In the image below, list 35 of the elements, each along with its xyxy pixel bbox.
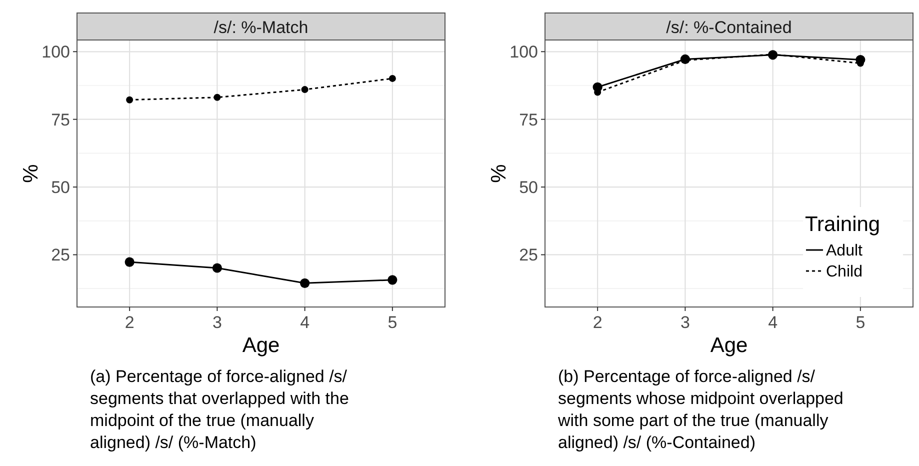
chart-title: /s/: %-Contained — [666, 18, 792, 37]
y-tick-label: 75 — [519, 110, 538, 130]
x-axis-title: Age — [242, 334, 280, 357]
x-tick-label: 3 — [680, 313, 690, 332]
x-tick-label: 2 — [124, 313, 134, 332]
legend-label: Adult — [826, 242, 864, 260]
x-axis-title: Age — [710, 334, 748, 357]
chart-title: /s/: %-Match — [214, 18, 308, 37]
y-tick-label: 50 — [519, 178, 538, 197]
y-tick-label: 25 — [51, 246, 70, 265]
point — [388, 275, 398, 285]
point — [212, 263, 222, 273]
point — [214, 94, 221, 101]
x-tick-label: 5 — [856, 313, 866, 332]
text: (b) Percentage of force-aligned /s/ segments whose midpoint overlapped with some part of the true (manually aligned) /s/ (%-Contained) — [557, 367, 844, 452]
x-tick-label: 3 — [212, 313, 222, 332]
y-tick-label: 50 — [51, 178, 70, 197]
point — [301, 86, 308, 94]
y-axis-title: % — [19, 164, 42, 183]
x-tick-label: 4 — [768, 313, 778, 332]
legend-label: Child — [826, 264, 862, 281]
text: (a) Percentage of force-aligned /s/ segments that overlapped with the midpoint of the true (manually aligned) /s/ (%-Match) — [90, 367, 349, 452]
point — [388, 74, 396, 82]
x-tick-label: 4 — [300, 313, 310, 332]
point — [124, 257, 134, 267]
y-tick-label: 75 — [51, 110, 70, 130]
y-tick-label: 100 — [42, 42, 70, 62]
y-tick-label: 100 — [510, 42, 538, 62]
point — [126, 96, 134, 104]
point — [300, 278, 310, 288]
y-tick-label: 25 — [519, 246, 538, 265]
legend-title: Training — [805, 213, 880, 236]
x-tick-label: 5 — [388, 313, 398, 332]
x-tick-label: 2 — [592, 313, 602, 332]
y-axis-title: % — [487, 164, 510, 183]
